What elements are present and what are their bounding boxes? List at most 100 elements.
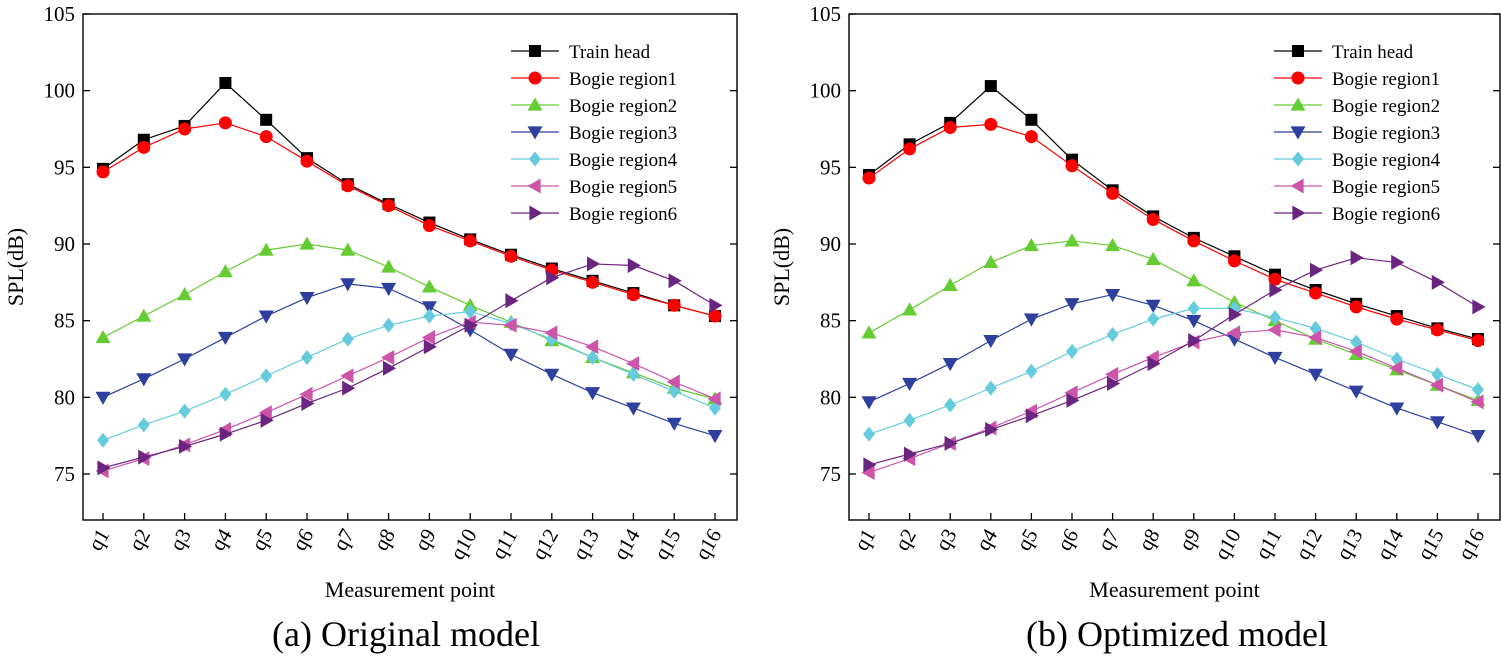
data-point [1227,254,1241,268]
x-tick-label: q2 [124,525,155,555]
data-point [1064,233,1080,247]
data-point [586,256,601,272]
x-tick-label: q1 [849,525,880,555]
legend-label: Bogie region6 [569,204,677,225]
data-point [1064,298,1080,312]
series-line [868,123,1479,342]
data-point [301,349,313,365]
data-point [217,331,233,346]
plot-frame [848,13,1501,521]
series-line [102,283,716,437]
x-tick-label: q15 [1412,525,1449,564]
data-point [1066,343,1078,359]
series-bogie-region6 [863,250,1486,473]
x-tick-label: q14 [608,524,645,564]
x-tick-label: q6 [287,525,318,555]
legend-marker [1291,71,1305,85]
legend-marker [1290,97,1306,111]
data-point [627,366,640,382]
data-point [1146,212,1160,226]
legend: Train head Bogie region1 Bogie region2 Bogi… [511,42,678,225]
data-point [382,317,395,333]
y-tick-label: 80 [820,385,841,409]
series-bogie-region1 [862,117,1485,348]
data-point [381,259,397,273]
data-point [95,391,111,405]
data-point [1268,272,1282,286]
legend-label: Bogie region4 [1332,150,1441,171]
legend-label: Bogie region4 [569,150,678,171]
data-point [299,292,315,306]
data-point [1470,430,1486,444]
data-point [627,257,641,273]
x-tick-label: q5 [246,525,277,555]
legend-label: Bogie region2 [569,96,677,117]
series-bogie-region5 [861,322,1484,480]
data-point [708,309,722,323]
data-point [301,395,315,411]
data-point [423,308,436,324]
x-tick-label: q12 [1290,525,1327,564]
data-point [421,330,436,346]
data-point [259,130,273,144]
data-point [1429,377,1444,393]
series-line [868,85,1479,340]
data-point [942,357,958,372]
data-point [463,234,477,248]
data-point [944,397,957,413]
y-tick-label: 75 [820,462,841,486]
data-point [1106,376,1121,392]
legend-label: Bogie region3 [569,123,677,144]
chart-panel-optimized: 75 80 85 90 95 100 105 q1 q2 q3 q4 q5 q6 q7 q8 q9 q10 q11… [769,2,1501,654]
data-point [1390,312,1404,326]
data-point [381,349,395,365]
figure-caption: (b) Optimized model [1026,614,1328,654]
x-tick-label: q3 [930,525,961,555]
x-tick-label: q11 [1250,525,1286,564]
data-point [1430,323,1444,337]
data-point [861,325,877,339]
data-point [944,435,958,451]
data-point [1186,315,1202,329]
data-point [177,353,193,367]
data-point [1348,385,1364,399]
data-point [1024,130,1038,144]
data-point [258,310,274,324]
x-tick-label: q7 [328,525,359,555]
data-point [707,430,723,444]
data-point [1269,282,1283,298]
data-point [342,380,356,396]
data-point [1226,325,1241,341]
data-point [586,275,600,289]
x-tick-label: q9 [1174,525,1205,555]
data-point [1188,333,1202,349]
data-point [381,282,397,296]
data-point [1023,313,1039,327]
data-point [382,199,396,213]
legend-marker [527,178,541,194]
x-tick-label: q11 [486,525,522,564]
x-axis-title: Measurement point [325,577,495,602]
x-tick-label: q16 [1453,525,1490,564]
x-tick-label: q13 [567,525,604,564]
series-line [102,321,716,472]
data-point [1186,273,1202,287]
data-point [503,317,517,333]
data-point [1025,113,1038,126]
legend-label: Bogie region2 [1332,96,1440,117]
x-tick-label: q12 [527,525,564,564]
series-line [868,240,1479,401]
series-line [102,82,716,317]
y-tick-label: 90 [820,232,841,256]
data-point [983,254,999,269]
data-point [586,349,599,365]
data-point [903,142,917,156]
data-point [1389,402,1405,416]
data-point [1066,392,1080,408]
data-point [340,368,354,384]
data-point [218,116,232,130]
data-point [97,460,111,476]
legend-label: Bogie region5 [1332,177,1440,198]
data-point [504,249,518,263]
